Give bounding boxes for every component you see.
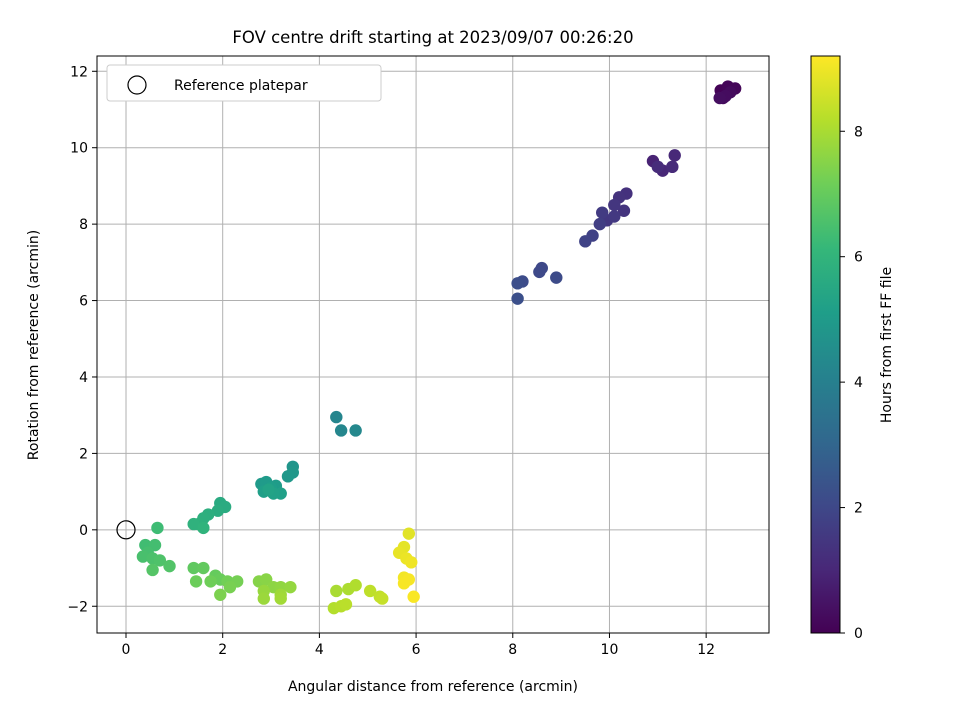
colorbar: 0 2 4 6 8 Hours from first FF file (810, 55, 895, 642)
data-point (146, 563, 159, 577)
data-point (533, 265, 546, 279)
data-point (550, 271, 563, 284)
data-point (274, 592, 287, 605)
x-tick-label: 0 (122, 642, 131, 658)
x-tick-label: 4 (315, 642, 324, 658)
x-tick-label: 10 (601, 642, 619, 658)
data-point (713, 91, 726, 105)
x-tick-label: 12 (697, 642, 715, 658)
y-tick-label: 4 (79, 370, 88, 386)
data-point (334, 424, 348, 437)
colorbar-label: Hours from first FF file (879, 267, 895, 423)
data-point (668, 149, 681, 162)
data-point (402, 527, 416, 540)
y-tick-label: 8 (79, 217, 88, 233)
data-point (339, 598, 353, 611)
data-point (163, 559, 176, 573)
data-point (136, 550, 150, 563)
data-point (204, 575, 217, 588)
y-tick-label: −2 (67, 599, 88, 615)
data-point (197, 521, 210, 535)
data-point (397, 577, 411, 590)
data-point (214, 588, 227, 601)
y-axis: −2 0 2 4 6 8 10 12 (67, 64, 97, 615)
data-point (666, 160, 679, 174)
data-point (363, 584, 377, 598)
data-point (593, 217, 606, 231)
colorbar-tick-label: 4 (854, 375, 863, 391)
colorbar-tick-label: 0 (854, 626, 863, 642)
data-point (579, 235, 592, 248)
data-point (284, 580, 297, 594)
reference-point-marker (116, 520, 136, 540)
data-point (197, 561, 210, 575)
data-point (376, 592, 389, 605)
data-point (262, 483, 275, 496)
legend-label: Reference platepar (174, 78, 308, 94)
legend-box (106, 64, 382, 102)
plot-frame (96, 55, 770, 634)
data-point (617, 204, 631, 217)
x-tick-label: 8 (508, 642, 517, 658)
chart-title: FOV centre drift starting at 2023/09/07 … (232, 28, 633, 47)
data-point (151, 521, 164, 535)
y-tick-label: 10 (70, 141, 88, 157)
colorbar-tick-label: 6 (854, 250, 863, 266)
data-point (596, 206, 609, 219)
colorbar-tick-label: 2 (854, 501, 863, 517)
colorbar-tick-label: 8 (854, 124, 863, 140)
data-point (187, 517, 200, 531)
data-point (651, 160, 665, 174)
y-tick-label: 6 (79, 294, 88, 310)
legend: Reference platepar (106, 64, 382, 102)
data-point (349, 579, 362, 592)
data-points (136, 80, 742, 615)
data-point (405, 556, 418, 569)
y-tick-label: 12 (70, 64, 88, 80)
y-tick-label: 2 (79, 446, 88, 462)
colorbar-gradient (810, 55, 841, 634)
data-point (608, 198, 621, 212)
x-axis-label: Angular distance from reference (arcmin) (288, 679, 578, 695)
data-point (608, 210, 621, 223)
data-point (511, 292, 524, 305)
y-axis-label: Rotation from reference (arcmin) (26, 230, 42, 460)
data-point (349, 424, 362, 437)
x-tick-label: 6 (412, 642, 421, 658)
colorbar-ticks: 0 2 4 6 8 (840, 124, 863, 642)
data-point (189, 575, 203, 588)
data-point (330, 410, 343, 424)
data-point (511, 277, 524, 290)
data-point (223, 580, 237, 594)
data-point (153, 554, 167, 567)
data-point (407, 590, 420, 603)
data-point (257, 592, 270, 605)
grid-lines (97, 56, 769, 633)
legend-open-circle-icon (127, 75, 147, 95)
data-point (187, 561, 200, 575)
y-tick-label: 0 (79, 523, 88, 539)
data-point (281, 470, 295, 483)
data-point (211, 504, 225, 517)
x-tick-label: 2 (218, 642, 227, 658)
x-axis: 0 2 4 6 8 10 12 (122, 633, 715, 658)
data-point (330, 584, 343, 598)
